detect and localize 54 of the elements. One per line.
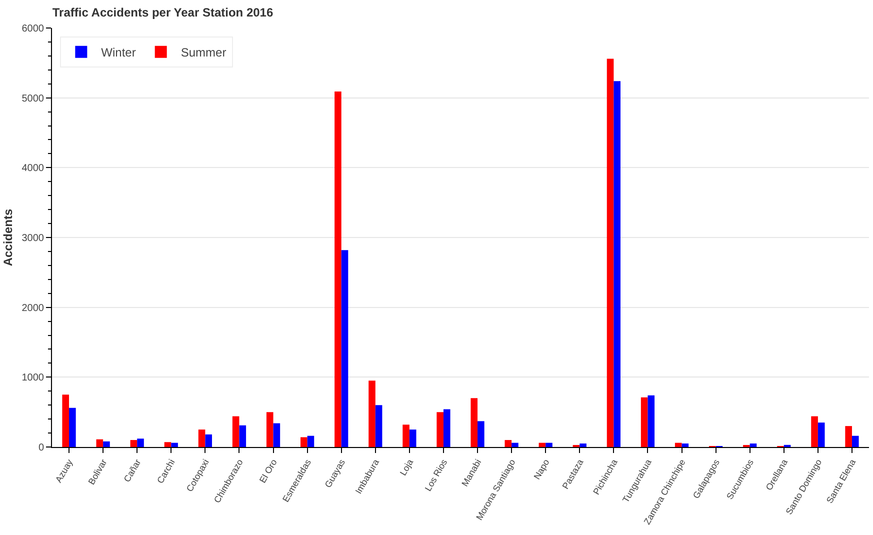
bar <box>232 416 240 447</box>
bar <box>171 442 178 447</box>
bar <box>478 421 484 447</box>
bar <box>375 405 382 447</box>
bar <box>512 442 518 447</box>
bar <box>750 444 757 447</box>
y-tick-label: 6000 <box>22 24 44 34</box>
bar <box>538 442 546 447</box>
bar <box>504 440 512 447</box>
bar <box>266 412 274 447</box>
x-tick-label: El Oro <box>257 458 279 485</box>
y-tick-label: 0 <box>38 442 44 454</box>
bar <box>69 408 76 447</box>
bar <box>640 397 648 447</box>
y-tick-label: 2000 <box>22 302 44 314</box>
bar <box>852 436 859 447</box>
bar <box>334 92 342 447</box>
legend-label: Winter <box>101 46 136 60</box>
y-axis-title: Accidents <box>1 208 16 266</box>
bar <box>811 416 818 447</box>
bar <box>443 409 450 447</box>
bar <box>368 380 376 447</box>
bar <box>606 58 614 447</box>
bar <box>845 426 852 447</box>
bar <box>682 444 689 447</box>
bar <box>130 440 138 447</box>
bar <box>614 81 620 447</box>
legend-label: Summer <box>180 46 226 60</box>
bar <box>103 441 110 447</box>
bar <box>674 442 682 447</box>
bar <box>402 424 410 447</box>
bar <box>137 438 144 447</box>
bar <box>164 442 172 447</box>
bar <box>205 434 212 447</box>
bar <box>198 430 206 447</box>
y-tick-label: 5000 <box>22 93 44 104</box>
bar <box>96 439 104 447</box>
bar <box>341 250 348 447</box>
bar <box>818 422 825 447</box>
bar <box>409 430 416 447</box>
y-tick-label: 4000 <box>22 163 44 174</box>
bar <box>300 437 308 447</box>
bar <box>239 425 246 447</box>
y-tick-label: 3000 <box>22 233 44 244</box>
bar <box>648 395 655 447</box>
bar <box>470 398 478 447</box>
chart-title: Traffic Accidents per Year Station 2016 <box>52 5 274 20</box>
bar <box>62 394 70 447</box>
bar <box>546 442 552 447</box>
bar <box>307 436 314 447</box>
bar <box>580 444 586 447</box>
bar <box>273 423 280 447</box>
y-tick-label: 1000 <box>22 372 44 384</box>
bar <box>436 412 444 447</box>
